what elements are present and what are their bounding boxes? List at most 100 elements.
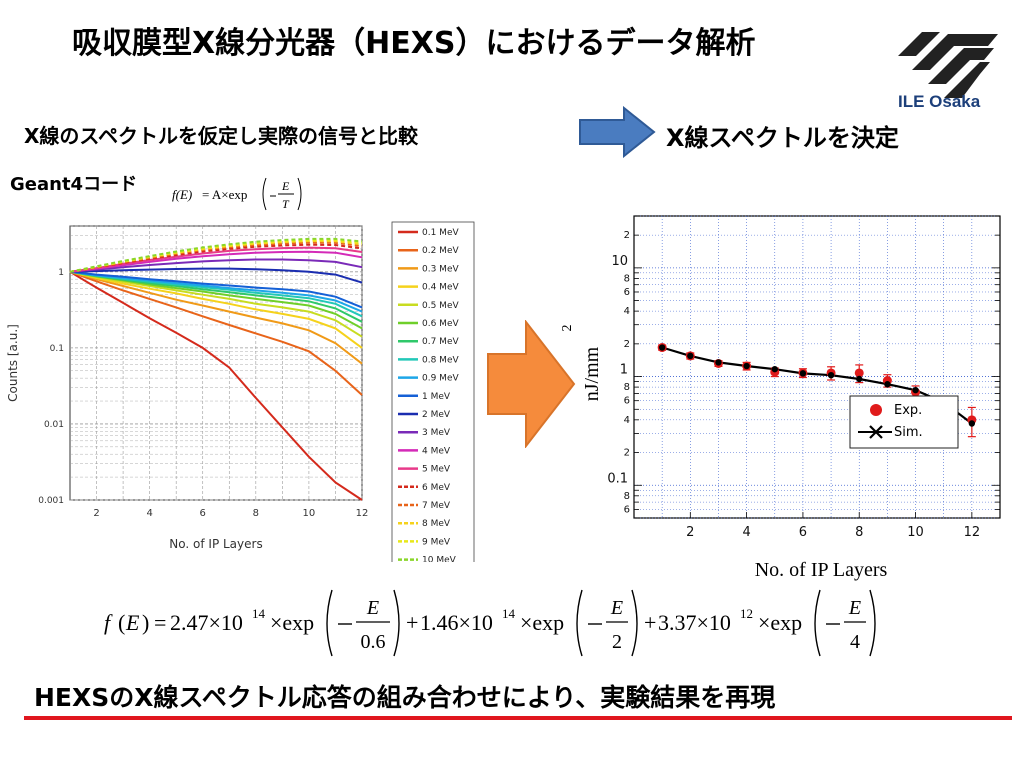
right-y-axis-sup: 2 — [560, 325, 575, 332]
legend-sim-label: Sim. — [894, 425, 923, 440]
right-y-minor-label: 8 — [624, 382, 630, 393]
left-legend-label: 0.2 MeV — [422, 246, 459, 256]
left-legend-label: 8 MeV — [422, 519, 451, 529]
formula-coef: 1.46×10 — [420, 610, 493, 635]
model-formula: f(E) = A×exp E T — [172, 177, 302, 211]
conclusion-text: HEXSのX線スペクトル応答の組み合わせにより、実験結果を再現 — [34, 683, 776, 712]
formula-exp-word: ×exp — [758, 610, 802, 635]
right-x-tick-label: 2 — [686, 525, 694, 540]
formula-lhs: f — [104, 610, 113, 635]
right-y-minor-label: 2 — [624, 339, 630, 350]
right-x-axis-label: No. of IP Layers — [755, 559, 888, 581]
legend-exp-marker — [870, 404, 882, 416]
right-y-tick-label: 10 — [611, 254, 628, 269]
sim-point — [912, 386, 919, 394]
sim-point — [715, 359, 722, 366]
sim-point — [884, 381, 891, 388]
left-y-tick-label: 1 — [58, 268, 64, 278]
subtitle-left: X線のスペクトルを仮定し実際の信号と比較 — [24, 124, 419, 148]
formula-plus: + — [406, 610, 418, 635]
right-y-minor-label: 6 — [624, 504, 630, 515]
formula-exp-word: ×exp — [520, 610, 564, 635]
left-legend-label: 0.6 MeV — [422, 319, 459, 329]
formula-paren-left — [326, 589, 333, 657]
left-legend-label: 4 MeV — [422, 446, 451, 456]
red-divider — [24, 716, 1012, 720]
formula-paren-left — [576, 589, 583, 657]
formula-exp-word: ×exp — [270, 610, 314, 635]
formula-numerator: E — [366, 597, 379, 619]
formula-plus: + — [644, 610, 656, 635]
formula-equals: = — [154, 610, 166, 635]
sim-point — [687, 352, 694, 360]
right-arrow-icon — [579, 106, 656, 158]
sim-point — [799, 370, 807, 377]
left-x-tick-label: 4 — [146, 508, 152, 519]
right-y-tick-label: 1 — [620, 363, 628, 378]
formula-denominator: 0.6 — [361, 631, 386, 653]
left-legend-label: 0.1 MeV — [422, 228, 459, 238]
legend-exp-label: Exp. — [894, 403, 922, 418]
left-legend-label: 6 MeV — [422, 483, 451, 493]
left-x-axis-label: No. of IP Layers — [169, 537, 262, 551]
right-x-tick-label: 10 — [907, 525, 924, 540]
orange-arrow-icon — [487, 320, 576, 448]
formula-paren-right — [869, 589, 876, 657]
left-series-line — [69, 270, 363, 365]
formula-coef: 2.47×10 — [170, 610, 243, 635]
formula-exponent: 14 — [502, 606, 516, 621]
formula-paren-left — [814, 589, 821, 657]
left-legend-label: 0.9 MeV — [422, 374, 459, 384]
right-y-minor-label: 2 — [624, 230, 630, 241]
geant4-label: Geant4コード — [10, 174, 138, 195]
left-series-line — [69, 267, 363, 284]
right-y-minor-label: 4 — [624, 306, 630, 317]
sim-point — [968, 420, 976, 427]
page-title: 吸収膜型X線分光器（HEXS）におけるデータ解析 — [72, 26, 756, 61]
left-x-tick-label: 6 — [200, 508, 206, 519]
formula-lhs-paren: ( — [118, 610, 125, 635]
left-legend-label: 0.5 MeV — [422, 301, 459, 311]
right-x-tick-label: 4 — [742, 525, 750, 540]
right-y-axis-label: nJ/mm — [581, 346, 603, 401]
sim-series-line — [661, 346, 973, 425]
left-legend-label: 2 MeV — [422, 410, 451, 420]
left-x-tick-label: 10 — [303, 508, 316, 519]
left-x-tick-label: 12 — [356, 508, 369, 519]
formula-exponent: 12 — [740, 606, 753, 621]
formula-denominator: 4 — [850, 631, 860, 653]
left-legend-label: 9 MeV — [422, 537, 451, 547]
right-chart: 0.1 1 10 6 8 2 4 6 8 2 4 6 8 2 2 4 6 8 10 12 No. of IP Layer… — [560, 215, 1001, 581]
right-y-minor-label: 8 — [624, 273, 630, 284]
left-chart: 2 4 6 8 10 12 0.001 0.01 0.1 1 No. of IP Layers Cou… — [6, 221, 475, 562]
left-legend-label: 0.7 MeV — [422, 337, 459, 347]
sim-point — [827, 371, 835, 379]
left-series-line — [69, 270, 363, 313]
left-legend-label: 0.3 MeV — [422, 264, 459, 274]
right-y-minor-label: 4 — [624, 415, 630, 426]
model-formula-rhs: = A×exp — [202, 187, 247, 202]
left-y-tick-label: 0.1 — [50, 344, 64, 354]
sim-point — [856, 375, 863, 383]
left-legend-label: 3 MeV — [422, 428, 451, 438]
left-legend-label: 7 MeV — [422, 501, 451, 511]
sim-point — [771, 365, 778, 373]
formula-paren-right — [393, 589, 400, 657]
left-legend-label: 0.8 MeV — [422, 355, 459, 365]
formula-denominator: 2 — [612, 631, 622, 653]
ile-osaka-logo-icon — [898, 32, 998, 98]
formula-exponent: 14 — [252, 606, 266, 621]
left-legend-label: 0.4 MeV — [422, 283, 459, 293]
right-y-minor-label: 2 — [624, 448, 630, 459]
right-y-minor-label: 6 — [624, 396, 630, 407]
sim-point — [743, 362, 750, 370]
model-formula-num: E — [281, 179, 290, 193]
formula-lhs-var: E — [125, 610, 140, 635]
left-series-line — [69, 250, 363, 273]
exp-point — [854, 368, 864, 378]
logo-text: ILE Osaka — [898, 92, 981, 111]
left-y-tick-label: 0.01 — [44, 420, 64, 430]
right-legend-box — [849, 395, 959, 449]
left-x-tick-label: 2 — [93, 508, 99, 519]
